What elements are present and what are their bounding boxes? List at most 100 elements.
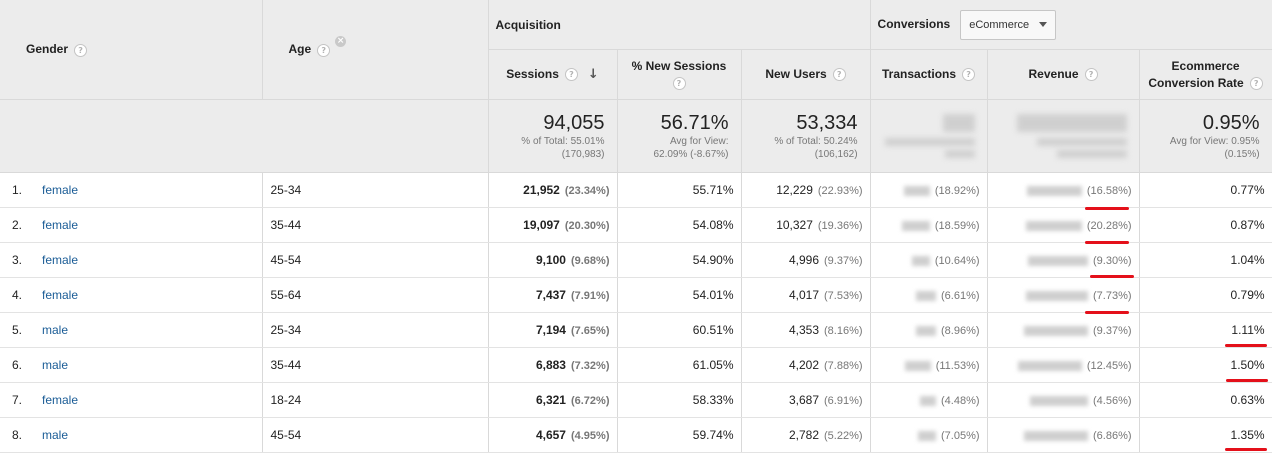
gender-link[interactable]: female (42, 393, 79, 407)
gender-link[interactable]: male (42, 323, 69, 337)
transactions-cell: (4.48%) (870, 382, 988, 418)
ecr-cell: 1.50% (1139, 347, 1272, 383)
sessions-pct: (9.68%) (570, 255, 610, 267)
new-sessions-header-label: % New Sessions (631, 58, 727, 73)
new-users-value: 4,353 (788, 323, 819, 337)
question-icon[interactable]: ? (672, 76, 686, 90)
new-sessions-header[interactable]: % New Sessions? (617, 49, 742, 100)
new-users-value: 10,327 (776, 218, 813, 232)
revenue-pct: (7.73%) (1093, 290, 1132, 302)
age-cell: 35-44 (262, 347, 489, 383)
age-header-label: Age (288, 42, 312, 57)
new-sessions-cell: 61.05% (617, 347, 742, 383)
transactions-pct: (8.96%) (941, 325, 980, 337)
revenue-cell: (9.37%) (987, 312, 1140, 348)
new-users-cell: 4,017 (7.53%) (741, 277, 871, 313)
revenue-cell: (20.28%) (987, 207, 1140, 243)
gender-cell: 4. female (0, 277, 263, 313)
blurred-value (942, 114, 975, 132)
transactions-header[interactable]: Transactions? (870, 49, 988, 100)
revenue-header[interactable]: Revenue? (987, 49, 1140, 100)
total-new-users-value: 53,334 (796, 112, 858, 134)
age-header[interactable]: Age ? × (262, 0, 489, 100)
question-icon[interactable]: ? (564, 68, 578, 82)
gender-header[interactable]: Gender? (0, 0, 263, 100)
totals-empty (0, 99, 489, 173)
age-cell: 18-24 (262, 382, 489, 418)
arrow-down-icon[interactable]: ↓ (587, 67, 599, 83)
gender-cell: 2. female (0, 207, 263, 243)
age-cell: 25-34 (262, 172, 489, 208)
sessions-value: 7,194 (535, 323, 566, 337)
gender-link[interactable]: female (42, 253, 79, 267)
age-cell: 55-64 (262, 277, 489, 313)
transactions-pct: (11.53%) (935, 360, 980, 372)
new-sessions-cell: 59.74% (617, 417, 742, 453)
gender-link[interactable]: female (42, 218, 79, 232)
blurred-value (911, 255, 930, 266)
total-ecr-sub2: (0.15%) (1224, 149, 1260, 160)
conversions-dropdown[interactable]: eCommerce (960, 9, 1057, 40)
gender-cell: 6. male (0, 347, 263, 383)
question-icon[interactable]: ? (962, 68, 976, 82)
conversions-group-header: Conversions eCommerce (870, 0, 1272, 50)
transactions-pct: (6.61%) (941, 290, 980, 302)
table-row: 5. male 25-34 7,194 (7.65%) 60.51% 4,353 (8.16%… (0, 312, 1272, 348)
total-new-sessions-sub1: Avg for View: (669, 136, 729, 147)
question-icon[interactable]: ? (74, 43, 88, 57)
new-users-pct: (5.22%) (824, 430, 863, 442)
transactions-cell: (18.92%) (870, 172, 988, 208)
new-users-cell: 2,782 (5.22%) (741, 417, 871, 453)
sessions-cell: 9,100 (9.68%) (488, 242, 618, 278)
gender-cell: 3. female (0, 242, 263, 278)
ecr-header-line1: Ecommerce (1171, 58, 1240, 73)
conversions-dropdown-value: eCommerce (969, 18, 1030, 31)
row-number: 4. (12, 288, 23, 302)
ecr-header[interactable]: Ecommerce Conversion Rate? (1139, 49, 1272, 100)
gender-cell: 5. male (0, 312, 263, 348)
gender-link[interactable]: male (42, 358, 69, 372)
transactions-header-label: Transactions (882, 67, 957, 81)
new-users-pct: (19.36%) (817, 220, 863, 232)
highlight-underline (1090, 275, 1134, 278)
acquisition-group-header: Acquisition (488, 0, 871, 50)
revenue-pct: (6.86%) (1093, 430, 1132, 442)
sessions-value: 4,657 (535, 428, 566, 442)
transactions-cell: (8.96%) (870, 312, 988, 348)
new-users-pct: (9.37%) (824, 255, 863, 267)
table-row: 3. female 45-54 9,100 (9.68%) 54.90% 4,996 (9.3… (0, 242, 1272, 278)
close-icon[interactable]: × (335, 36, 347, 48)
blurred-value (1028, 255, 1088, 266)
ecr-header-line2: Conversion Rate (1148, 75, 1244, 90)
row-number: 5. (12, 323, 23, 337)
sessions-value: 21,952 (523, 183, 560, 197)
question-icon[interactable]: ? (832, 68, 846, 82)
question-icon[interactable]: ? (1249, 76, 1263, 90)
row-number: 3. (12, 253, 23, 267)
blurred-value (1025, 220, 1082, 231)
row-number: 1. (12, 183, 23, 197)
new-users-header[interactable]: New Users? (741, 49, 871, 100)
question-icon[interactable]: ? (1084, 68, 1098, 82)
blurred-value (903, 185, 930, 196)
total-new-sessions-value: 56.71% (660, 112, 729, 134)
revenue-pct: (4.56%) (1093, 395, 1132, 407)
revenue-cell: (16.58%) (987, 172, 1140, 208)
transactions-cell: (6.61%) (870, 277, 988, 313)
sessions-pct: (4.95%) (570, 430, 610, 442)
gender-header-label: Gender (26, 42, 69, 57)
sessions-header[interactable]: Sessions? ↓ (488, 49, 618, 100)
total-new-sessions: 56.71% Avg for View: 62.09% (-8.67%) (617, 99, 742, 173)
sessions-pct: (23.34%) (564, 185, 610, 197)
sessions-pct: (7.91%) (570, 290, 610, 302)
ecr-cell: 1.35% (1139, 417, 1272, 453)
question-icon[interactable]: ? (317, 43, 331, 57)
transactions-cell: (18.59%) (870, 207, 988, 243)
table-row: 4. female 55-64 7,437 (7.91%) 54.01% 4,017 (7.5… (0, 277, 1272, 313)
gender-link[interactable]: male (42, 428, 69, 442)
gender-link[interactable]: female (42, 183, 79, 197)
gender-link[interactable]: female (42, 288, 79, 302)
revenue-cell: (12.45%) (987, 347, 1140, 383)
highlight-underline (1085, 311, 1129, 314)
caret-down-icon (1039, 22, 1048, 28)
